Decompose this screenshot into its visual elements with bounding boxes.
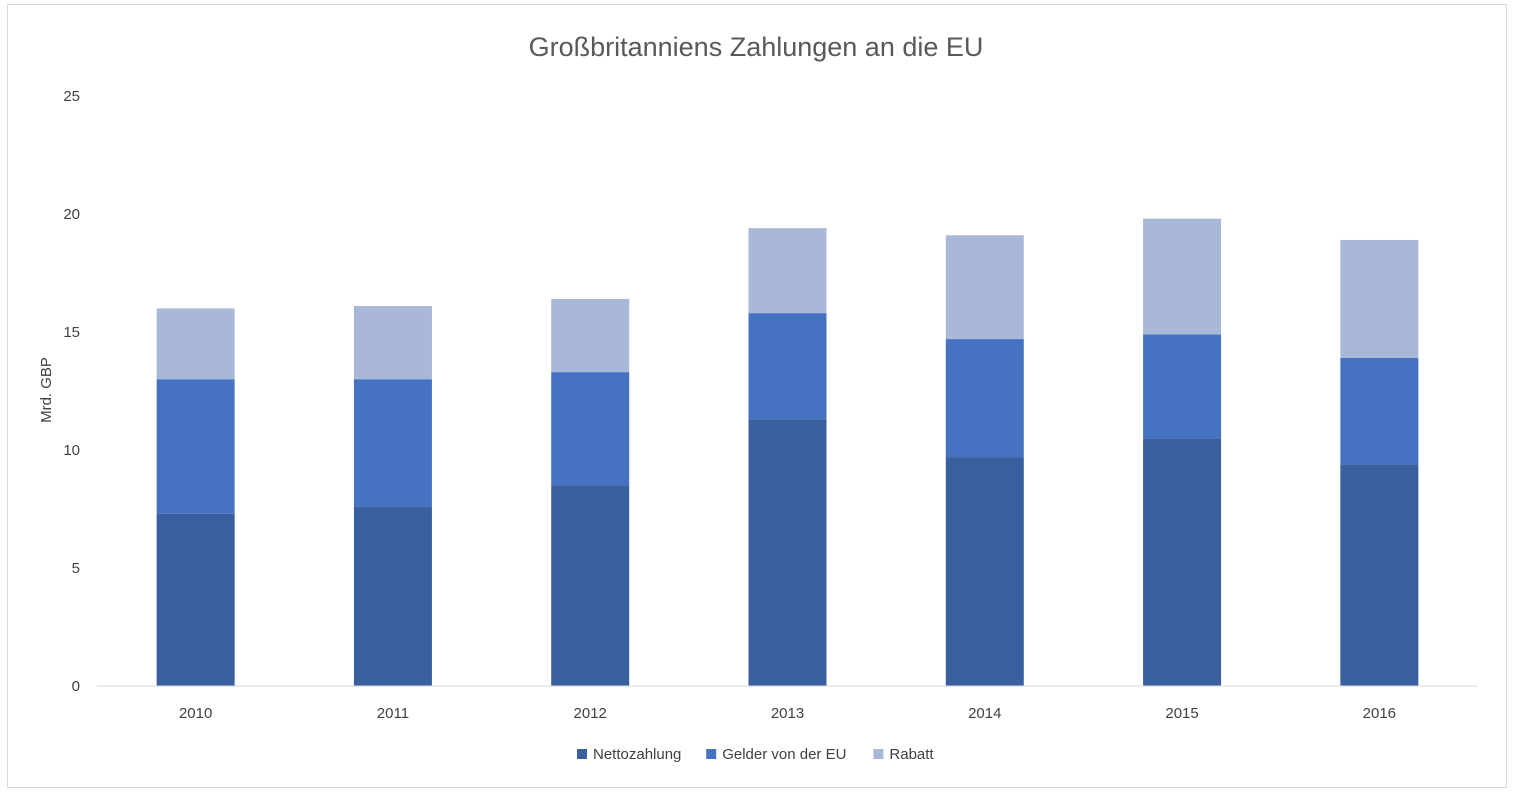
bar-nettozahlung-2012 (551, 485, 630, 686)
bar-gelder-von-der-eu-2016 (1340, 357, 1419, 465)
y-tick-label: 0 (72, 678, 80, 695)
legend-label: Nettozahlung (593, 746, 681, 763)
bar-nettozahlung-2010 (156, 513, 235, 686)
bar-gelder-von-der-eu-2014 (945, 339, 1024, 458)
legend-item-nettozahlung: Nettozahlung (577, 746, 681, 763)
y-tick-label: 15 (63, 324, 80, 341)
x-tick-label: 2010 (179, 705, 212, 722)
legend-swatch (873, 749, 884, 759)
bar-rabatt-2011 (353, 306, 432, 380)
y-axis-ticks: 0 5 10 15 20 25 (63, 88, 80, 695)
x-tick-label: 2015 (1165, 705, 1198, 722)
bar-nettozahlung-2011 (353, 506, 432, 686)
bar-rabatt-2014 (945, 235, 1024, 340)
bar-rabatt-2013 (748, 228, 827, 314)
bar-nettozahlung-2015 (1143, 438, 1222, 686)
bar-gelder-von-der-eu-2015 (1143, 334, 1222, 439)
y-axis-label: Mrd. GBP (38, 357, 55, 423)
bar-gelder-von-der-eu-2012 (551, 372, 630, 486)
legend-item-rabatt: Rabatt (873, 746, 934, 763)
y-tick-label: 20 (63, 206, 80, 223)
bar-nettozahlung-2014 (945, 457, 1024, 686)
legend-item-gelder-von-der-eu: Gelder von der EU (706, 746, 846, 763)
bar-nettozahlung-2013 (748, 419, 827, 686)
bar-rabatt-2012 (551, 298, 630, 373)
bar-gelder-von-der-eu-2011 (353, 379, 432, 507)
bar-rabatt-2010 (156, 308, 235, 380)
x-tick-label: 2016 (1363, 705, 1396, 722)
bar-gelder-von-der-eu-2013 (748, 313, 827, 420)
x-tick-label: 2012 (574, 705, 607, 722)
x-axis-ticks: 2010 2011 2012 2013 2014 2015 2016 (179, 705, 1396, 722)
legend-swatch (577, 749, 587, 759)
legend-swatch (706, 749, 717, 759)
x-tick-label: 2011 (377, 705, 409, 722)
x-tick-label: 2013 (771, 705, 804, 722)
legend-label: Rabatt (889, 746, 934, 763)
bar-gelder-von-der-eu-2010 (156, 379, 235, 514)
bar-nettozahlung-2016 (1340, 464, 1419, 686)
bar-rabatt-2015 (1143, 218, 1222, 335)
x-tick-label: 2014 (968, 705, 1001, 722)
legend: Nettozahlung Gelder von der EU Rabatt (577, 746, 934, 763)
chart-title: Großbritanniens Zahlungen an die EU (529, 32, 984, 62)
y-tick-label: 5 (72, 560, 80, 577)
y-tick-label: 25 (63, 88, 80, 105)
bar-rabatt-2016 (1340, 239, 1419, 358)
bars-group (156, 218, 1419, 686)
legend-label: Gelder von der EU (722, 746, 846, 763)
y-tick-label: 10 (63, 442, 80, 459)
